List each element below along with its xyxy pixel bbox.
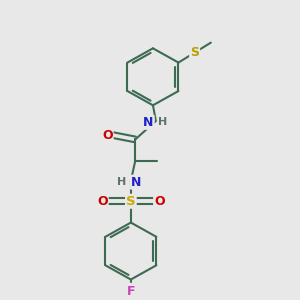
Text: H: H <box>158 117 167 128</box>
Text: S: S <box>126 195 136 208</box>
Text: O: O <box>102 129 112 142</box>
Text: F: F <box>127 285 135 298</box>
Text: O: O <box>97 195 108 208</box>
Text: N: N <box>131 176 141 189</box>
Text: N: N <box>143 116 154 129</box>
Text: S: S <box>190 46 199 59</box>
Text: H: H <box>117 177 126 187</box>
Text: O: O <box>154 195 165 208</box>
